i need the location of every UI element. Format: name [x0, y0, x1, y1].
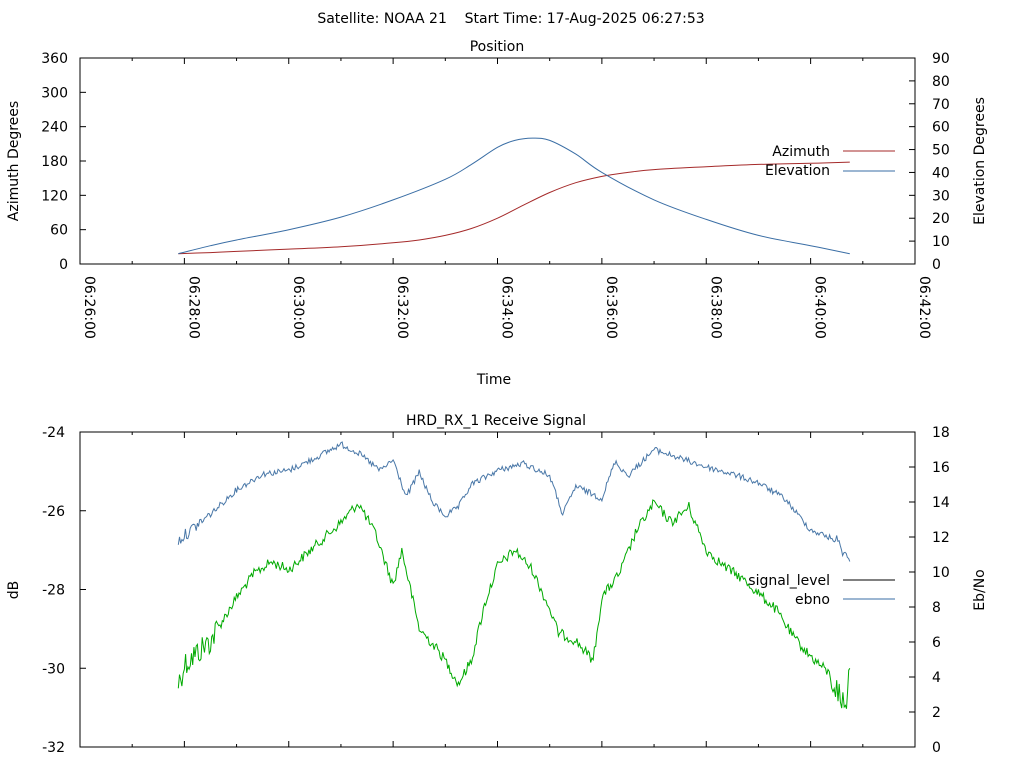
series-line-green-trace	[177, 499, 851, 709]
legend-label-elevation: Elevation	[765, 163, 830, 179]
x-tick-label: 06:36:00	[603, 276, 619, 339]
y-tick-label: -24	[42, 425, 65, 441]
y2-tick-label: 10	[932, 234, 950, 250]
x-tick-label: 06:28:00	[185, 276, 201, 339]
y2-tick-label: 10	[932, 565, 950, 581]
x-tick-label: 06:32:00	[394, 276, 410, 339]
signal-plot-frame	[79, 431, 916, 748]
y2-tick-label: 90	[932, 51, 950, 67]
signal-y-axis-label: dB	[6, 581, 22, 600]
y-tick-label: 360	[41, 51, 68, 67]
position-series	[178, 137, 850, 255]
y2-tick-label: 40	[932, 165, 950, 181]
y-tick-label: 0	[59, 257, 68, 273]
legend-label-signal-level: signal_level	[748, 573, 830, 589]
y-tick-label: 180	[41, 154, 68, 170]
position-ticks	[80, 57, 915, 265]
position-x-axis-label: Time	[476, 372, 511, 388]
y-tick-label: 60	[50, 223, 68, 239]
legend-label-azimuth: Azimuth	[772, 144, 830, 160]
x-tick-label: 06:38:00	[707, 276, 723, 339]
series-line-ebno	[177, 441, 851, 562]
signal-y2-axis-label: Eb/No	[972, 569, 988, 611]
series-line-azimuth	[178, 161, 850, 255]
signal-series	[177, 441, 851, 709]
y-tick-label: 240	[41, 120, 68, 136]
position-legend: Azimuth Elevation	[765, 144, 895, 179]
y-tick-label: 120	[41, 188, 68, 204]
y2-tick-label: 8	[932, 600, 941, 616]
y2-tick-label: 0	[932, 257, 941, 273]
signal-ticks	[80, 431, 915, 748]
y2-tick-label: 6	[932, 635, 941, 651]
x-tick-label: 06:30:00	[290, 276, 306, 339]
x-tick-label: 06:40:00	[812, 276, 828, 339]
position-tick-labels: 06:26:00 06:28:00 06:30:00 06:32:00 06:34:00…	[41, 51, 950, 339]
y2-tick-label: 80	[932, 74, 950, 90]
x-tick-label: 06:34:00	[499, 276, 515, 339]
y-tick-label: 300	[41, 85, 68, 101]
signal-chart: HRD_RX_1 Receive Signal -24 -26 -28 -30 -32 0…	[6, 413, 988, 756]
y2-tick-label: 12	[932, 530, 950, 546]
position-y2-axis-label: Elevation Degrees	[972, 97, 988, 225]
position-y-axis-label: Azimuth Degrees	[6, 101, 22, 221]
signal-legend: signal_level ebno	[748, 573, 895, 608]
signal-title: HRD_RX_1 Receive Signal	[406, 413, 586, 429]
y2-tick-label: 0	[932, 740, 941, 756]
position-chart: Position 06:26:00 06:28:00 06:30:00 06:32:0…	[6, 39, 988, 388]
y-tick-label: -26	[42, 504, 65, 520]
x-tick-label: 06:26:00	[81, 276, 97, 339]
signal-tick-labels: -24 -26 -28 -30 -32 0 2 4 6 8 10 12 14 16 18	[42, 425, 950, 756]
x-tick-label: 06:42:00	[916, 276, 932, 339]
y-tick-label: -32	[42, 740, 65, 756]
y2-tick-label: 50	[932, 143, 950, 159]
position-plot-frame	[79, 57, 916, 265]
y2-tick-label: 30	[932, 188, 950, 204]
y2-tick-label: 60	[932, 120, 950, 136]
y2-tick-label: 16	[932, 460, 950, 476]
y-tick-label: -30	[42, 661, 65, 677]
position-title: Position	[470, 39, 525, 55]
y2-tick-label: 18	[932, 425, 950, 441]
y2-tick-label: 70	[932, 97, 950, 113]
y-tick-label: -28	[42, 583, 65, 599]
series-line-elevation	[178, 137, 850, 255]
y2-tick-label: 14	[932, 495, 950, 511]
y2-tick-label: 20	[932, 211, 950, 227]
y2-tick-label: 4	[932, 670, 941, 686]
legend-label-ebno: ebno	[795, 592, 830, 608]
y2-tick-label: 2	[932, 705, 941, 721]
header-title: Satellite: NOAA 21 Start Time: 17-Aug-20…	[317, 11, 704, 27]
